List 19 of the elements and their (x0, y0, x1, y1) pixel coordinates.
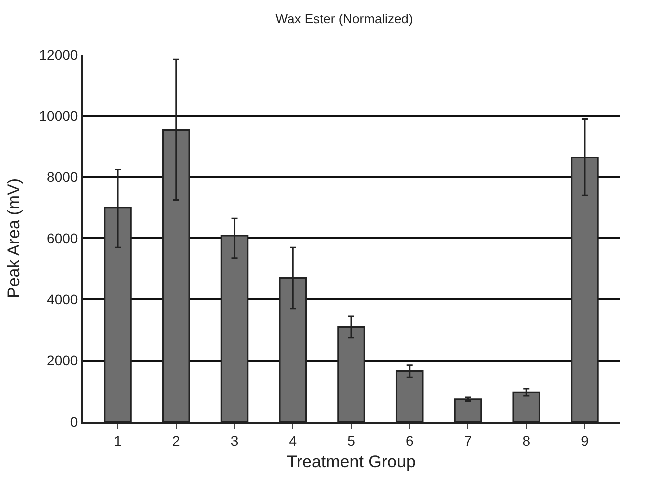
y-tick-label: 2000 (47, 352, 78, 369)
y-tick-label: 12000 (39, 46, 78, 63)
x-axis-title: Treatment Group (287, 452, 416, 472)
x-tick-label: 8 (522, 432, 531, 449)
y-tick-label: 8000 (47, 169, 78, 186)
x-tick-label: 9 (581, 432, 590, 449)
y-tick-label: 4000 (47, 292, 78, 308)
x-tick-label: 3 (230, 432, 239, 449)
y-tick-label: 10000 (39, 108, 78, 124)
x-tick-label: 6 (406, 432, 414, 449)
x-tick-label: 7 (464, 432, 472, 449)
x-tick-label: 4 (289, 432, 298, 449)
y-tick-label: 6000 (47, 230, 78, 246)
x-tick-label: 5 (348, 432, 356, 449)
y-tick-label: 0 (70, 414, 78, 430)
chart-title: Wax Ester (Normalized) (276, 12, 414, 27)
x-tick-label: 2 (172, 432, 180, 449)
x-tick-label: 1 (114, 432, 122, 449)
y-axis-title: Peak Area (mV) (4, 178, 24, 298)
